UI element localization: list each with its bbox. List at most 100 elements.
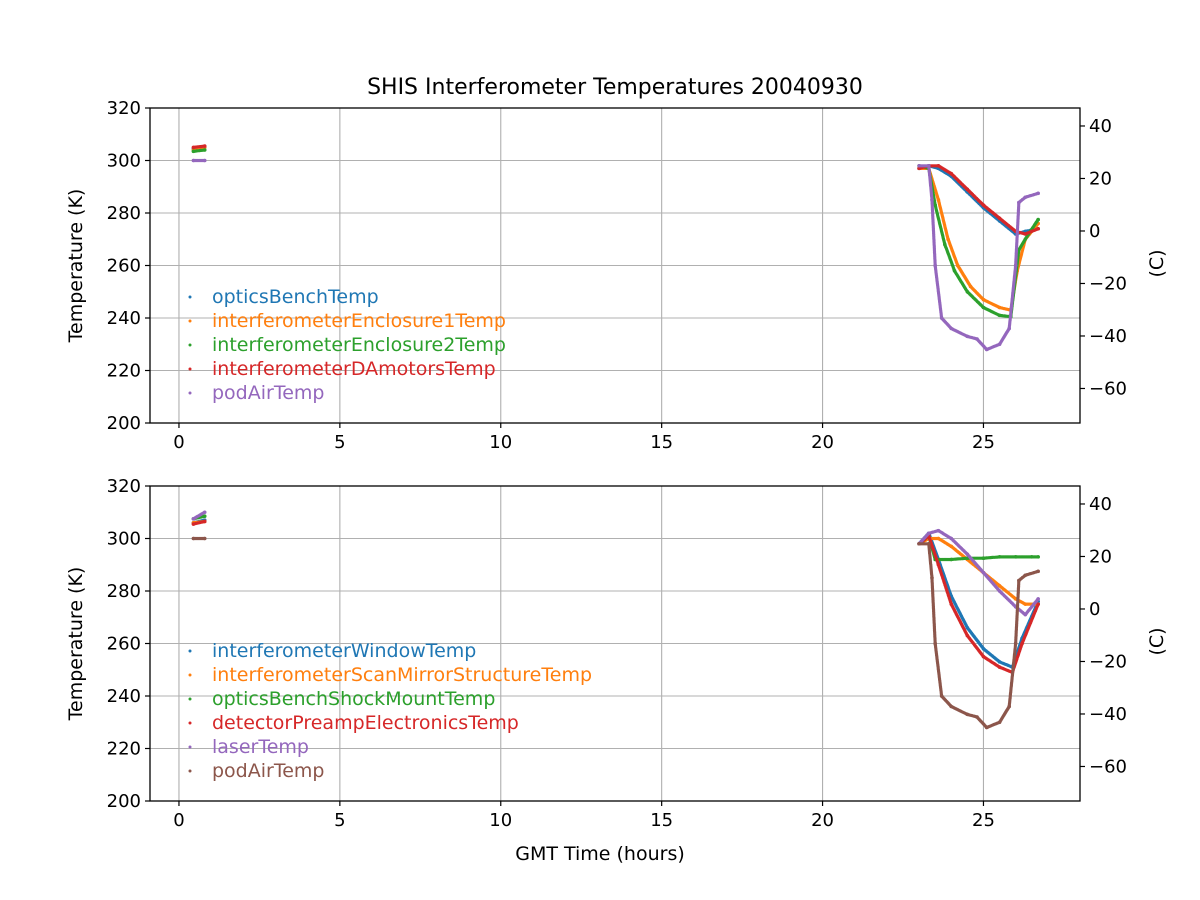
data-point [933,203,937,207]
legend-label: interferometerWindowTemp [212,640,476,662]
y-tick-label: 240 [107,686,141,707]
legend-label: opticsBenchShockMountTemp [212,688,495,710]
y2-tick-label: 0 [1089,221,1100,242]
x-tick-label: 20 [811,810,834,831]
y-axis-label: Temperature (K) [65,567,87,722]
x-tick-label: 10 [489,810,512,831]
y2-tick-label: −60 [1089,756,1127,777]
data-point [191,517,196,521]
data-point [917,163,921,168]
y2-tick-label: −20 [1089,273,1127,294]
series-podairtemp [191,158,1040,352]
y2-tick-label: 40 [1089,494,1112,515]
data-point [952,268,957,273]
data-point [981,203,986,207]
legend-item-interferometerwindowtemp: interferometerWindowTemp [188,640,476,662]
data-point [981,556,986,560]
legend-item-lasertemp: laserTemp [188,736,309,758]
y-tick-label: 260 [107,256,141,277]
data-point [202,148,207,152]
data-point [975,715,979,719]
y2-tick-label: 20 [1089,168,1112,189]
x-tick-label: 5 [334,810,345,831]
y2-axis-label: (C) [1146,249,1168,277]
x-tick-label: 0 [173,810,184,831]
legend-item-podairtemp: podAirTemp [188,382,324,404]
data-point [981,646,986,651]
data-point [1013,263,1018,268]
data-point [997,660,1002,664]
data-point [1036,602,1040,606]
x-tick-label: 15 [650,810,673,831]
data-point [202,510,207,515]
data-point [191,158,196,163]
data-point [930,198,934,202]
data-point [997,342,1002,347]
data-point [1023,195,1028,200]
data-point [1036,217,1040,222]
y-tick-label: 240 [107,308,141,329]
data-point [943,242,947,247]
legend-label: podAirTemp [212,382,324,404]
data-point [949,602,954,606]
legend-item-interferometerdamotorstemp: interferometerDAmotorsTemp [188,358,496,380]
legend-item-interferometerscanmirrorstructuretemp: interferometerScanMirrorStructureTemp [188,664,592,686]
legend-label: interferometerScanMirrorStructureTemp [212,664,592,686]
data-point [936,528,941,533]
data-point [202,519,207,524]
series-detectorpreampelectronicstemp [191,519,1040,675]
data-point [926,531,931,536]
y2-tick-label: −60 [1089,378,1127,399]
data-point [1036,569,1040,574]
data-point [930,576,934,580]
data-point [1023,232,1028,236]
y-tick-label: 300 [107,151,141,172]
data-point [1036,191,1040,196]
data-point [936,198,941,202]
data-point [202,514,207,518]
y-tick-label: 260 [107,634,141,655]
legend: opticsBenchTempinterferometerEnclosure1T… [188,286,506,404]
legend-label: laserTemp [212,736,309,758]
data-point [202,536,207,541]
data-point [926,163,931,168]
y-tick-label: 220 [107,739,141,760]
data-point [933,641,937,646]
data-point [965,712,970,717]
legend: interferometerWindowTempinterferometerSc… [188,640,592,782]
y-tick-label: 280 [107,203,141,224]
data-point [949,557,954,562]
legend-marker [188,673,192,677]
data-point [997,583,1002,588]
legend-item-podairtemp: podAirTemp [188,760,324,782]
data-point [1023,573,1028,578]
data-point [981,570,986,575]
y2-tick-label: 20 [1089,546,1112,567]
x-tick-label: 5 [334,432,345,453]
y-tick-label: 320 [107,98,141,119]
data-point [984,725,989,730]
y-tick-label: 300 [107,529,141,550]
legend-marker [188,391,192,395]
x-tick-label: 10 [489,432,512,453]
legend-label: interferometerEnclosure1Temp [212,310,506,332]
data-point [1036,226,1040,231]
data-point [984,347,989,352]
legend-item-interferometerenclosure2temp: interferometerEnclosure2Temp [188,334,506,356]
legend-label: opticsBenchTemp [212,286,379,308]
legend-marker [188,721,192,725]
data-point [965,633,970,638]
data-point [965,334,970,339]
x-axis-label: GMT Time (hours) [515,843,685,865]
data-point [939,694,944,698]
data-point [981,654,986,659]
data-point [926,541,931,546]
legend-marker [188,649,192,653]
data-point [1017,578,1021,583]
legend-marker [188,367,192,371]
series-segment [949,556,970,562]
legend-marker [188,745,192,749]
data-point [997,720,1002,725]
data-point [949,704,954,709]
